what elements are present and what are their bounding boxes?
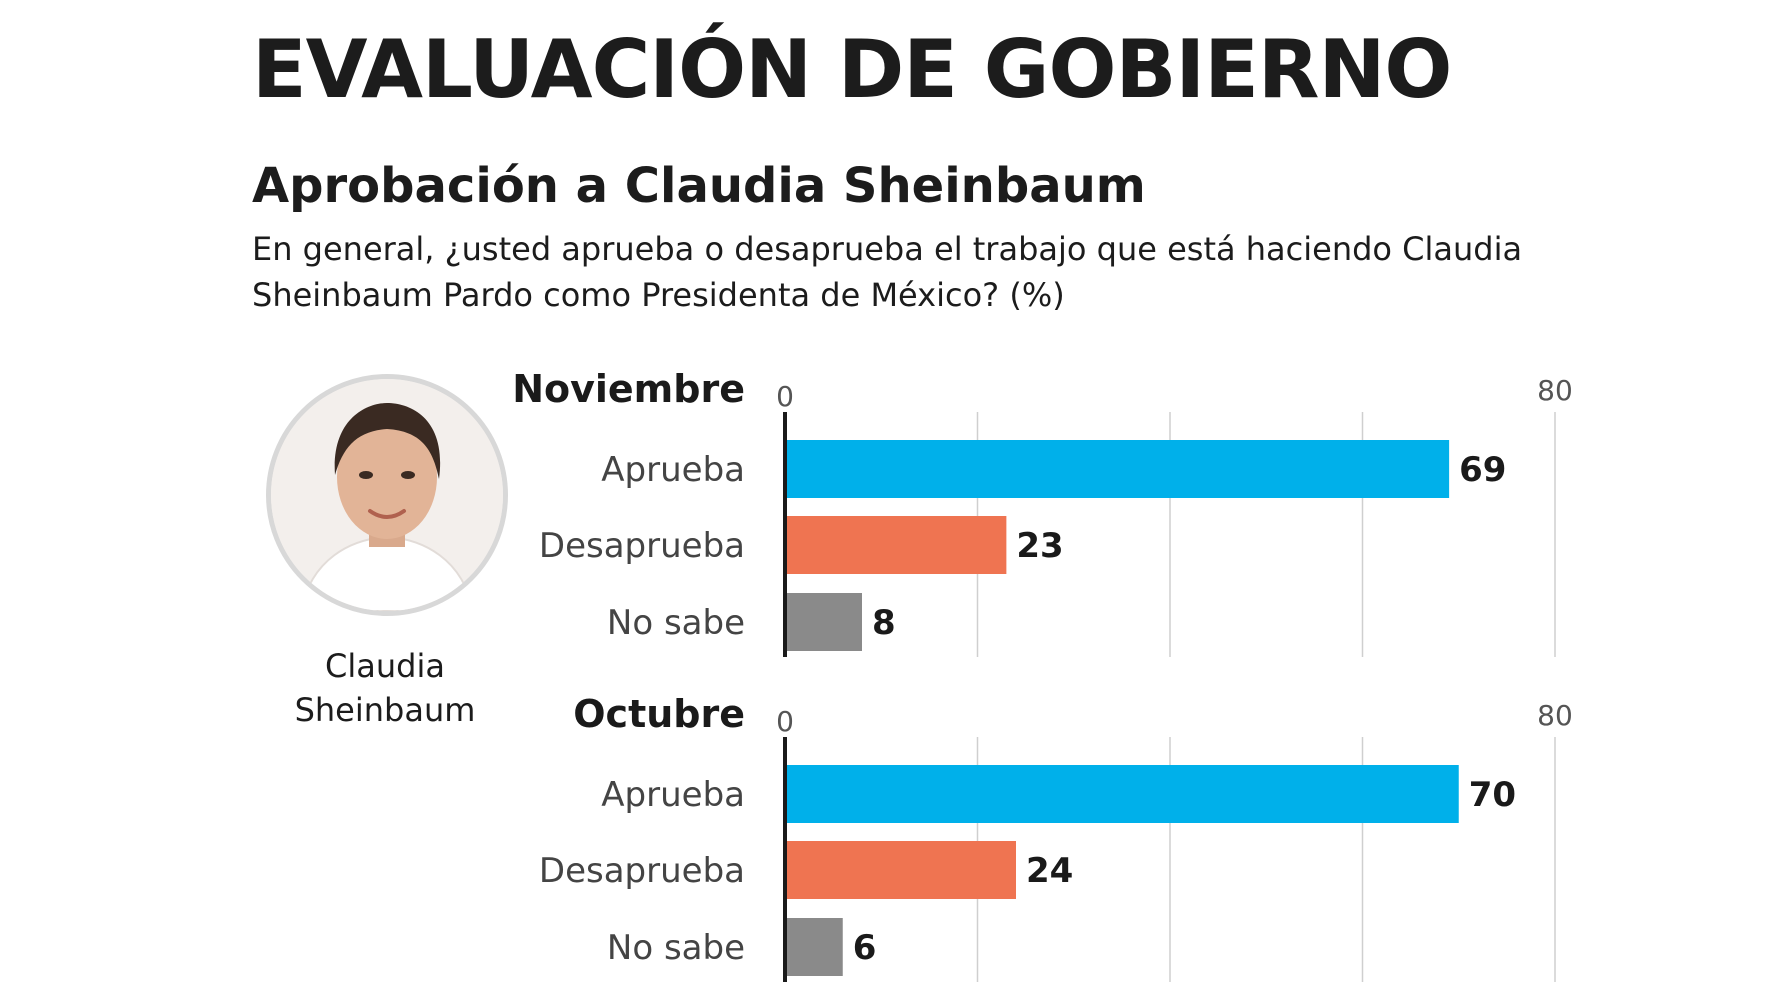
tick-label: 80 <box>1537 699 1573 732</box>
category-label: No sabe <box>607 928 745 968</box>
category-label: Aprueba <box>601 775 745 815</box>
bar <box>785 593 862 651</box>
panel-title: Octubre <box>573 692 745 736</box>
bar <box>785 516 1007 574</box>
category-label: Desaprueba <box>539 526 745 566</box>
data-label: 24 <box>1026 851 1073 891</box>
chart-subtitle: Aprobación a Claudia Sheinbaum <box>252 158 1146 214</box>
data-label: 23 <box>1016 526 1063 566</box>
bar <box>785 841 1016 899</box>
category-label: No sabe <box>607 603 745 643</box>
tick-label: 0 <box>776 380 794 413</box>
avatar <box>266 374 508 616</box>
bar <box>785 765 1459 823</box>
tick-label: 80 <box>1537 374 1573 407</box>
data-label: 6 <box>853 928 877 968</box>
data-label: 70 <box>1469 775 1516 815</box>
category-label: Aprueba <box>601 450 745 490</box>
bar <box>785 918 843 976</box>
panel-title: Noviembre <box>512 367 745 411</box>
tick-label: 0 <box>776 705 794 738</box>
bar <box>785 440 1450 498</box>
page-title: EVALUACIÓN DE GOBIERNO <box>252 23 1452 116</box>
portrait-icon <box>271 379 503 611</box>
person-name: Claudia Sheinbaum <box>294 647 476 729</box>
data-label: 8 <box>872 603 896 643</box>
category-label: Desaprueba <box>539 851 745 891</box>
survey-question: En general, ¿usted aprueba o desaprueba … <box>252 230 1523 314</box>
data-label: 69 <box>1459 450 1506 490</box>
